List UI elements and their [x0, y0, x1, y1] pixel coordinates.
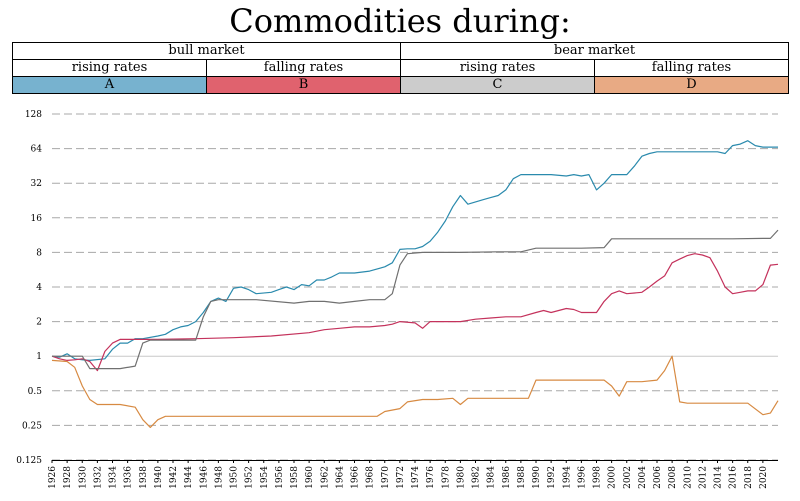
- legend-swatch-a: A: [12, 76, 207, 94]
- legend-bull-market: bull market: [12, 42, 401, 60]
- x-tick-label: 2004: [638, 466, 648, 489]
- x-tick-label: 2010: [683, 466, 693, 489]
- x-tick-label: 1942: [169, 466, 179, 489]
- x-tick-label: 2018: [744, 466, 754, 489]
- y-tick-label: 2: [36, 318, 42, 328]
- x-tick-label: 1964: [335, 466, 345, 489]
- x-tick-label: 1948: [214, 466, 224, 489]
- y-tick-label: 128: [25, 110, 42, 120]
- legend-table: bull market bear market rising rates fal…: [12, 42, 789, 94]
- x-tick-label: 2016: [729, 466, 739, 489]
- x-tick-label: 1934: [109, 466, 119, 489]
- x-tick-label: 1960: [305, 466, 315, 489]
- x-tick-label: 1968: [366, 466, 376, 489]
- y-tick-label: 16: [31, 214, 43, 224]
- legend-rates-a: rising rates: [12, 59, 207, 77]
- series-line-a: [51, 140, 778, 361]
- y-tick-label: 1: [36, 352, 42, 362]
- x-tick-label: 2020: [759, 466, 769, 489]
- x-tick-label: 1956: [275, 466, 285, 489]
- x-tick-label: 2008: [668, 466, 678, 489]
- x-tick-label: 1938: [139, 466, 149, 489]
- y-tick-label: 0.25: [22, 421, 42, 431]
- x-tick-label: 1986: [502, 466, 512, 489]
- x-tick-label: 2002: [623, 466, 633, 489]
- x-tick-label: 1992: [547, 466, 557, 489]
- x-tick-label: 1980: [456, 466, 466, 489]
- y-tick-label: 0.5: [28, 387, 43, 397]
- x-tick-label: 2006: [653, 466, 663, 489]
- y-tick-label: 8: [36, 248, 42, 258]
- x-tick-label: 1954: [260, 466, 270, 489]
- y-tick-label: 4: [36, 283, 42, 293]
- legend-rates-d: falling rates: [594, 59, 789, 77]
- legend-rates-c: rising rates: [400, 59, 595, 77]
- x-tick-label: 1978: [441, 466, 451, 489]
- series-line-d: [51, 355, 779, 428]
- x-tick-label: 1972: [396, 466, 406, 489]
- legend-row-letters: A B C D: [12, 76, 789, 94]
- x-tick-label: 1932: [93, 466, 103, 489]
- legend-rates-b: falling rates: [206, 59, 401, 77]
- x-tick-label: 1976: [426, 466, 436, 489]
- x-tick-label: 1974: [411, 466, 421, 489]
- x-tick-label: 1930: [78, 466, 88, 489]
- x-tick-label: 1950: [230, 466, 240, 489]
- x-tick-label: 1926: [48, 466, 58, 489]
- x-tick-label: 1996: [577, 466, 587, 489]
- x-tick-label: 2014: [714, 466, 724, 489]
- legend-row-market: bull market bear market: [12, 42, 789, 60]
- series-line-b: [51, 253, 779, 372]
- x-tick-label: 1952: [245, 466, 255, 489]
- legend-swatch-c: C: [400, 76, 595, 94]
- x-tick-label: 1940: [154, 466, 164, 489]
- chart-title: Commodities during:: [229, 2, 571, 40]
- x-tick-label: 1988: [517, 466, 527, 489]
- legend-swatch-d: D: [594, 76, 789, 94]
- series-line-c: [52, 229, 779, 370]
- x-tick-label: 1984: [487, 466, 497, 489]
- line-chart: 0.125 0.25 0.5 1 2 4 8 16 32 64 128 1926 1928 1930 193…: [16, 110, 779, 489]
- x-tick-label: 1962: [320, 466, 330, 489]
- y-tick-label: 0.125: [16, 456, 42, 466]
- x-tick-label: 1970: [381, 466, 391, 489]
- x-tick-label: 1936: [124, 466, 134, 489]
- x-tick-label: 1944: [184, 466, 194, 489]
- legend-bear-market: bear market: [400, 42, 789, 60]
- x-tick-label: 1994: [562, 466, 572, 489]
- x-tick-label: 1958: [290, 466, 300, 489]
- x-tick-label: 1946: [199, 466, 209, 489]
- x-tick-label: 1966: [351, 466, 361, 489]
- x-tick-label: 1990: [532, 466, 542, 489]
- legend-swatch-b: B: [206, 76, 401, 94]
- y-tick-label: 64: [31, 145, 43, 155]
- x-tick-label: 2012: [698, 466, 708, 489]
- x-tick-label: 1982: [472, 466, 482, 489]
- x-tick-label: 1928: [63, 466, 73, 489]
- legend-row-rates: rising rates falling rates rising rates …: [12, 59, 789, 77]
- x-tick-label: 2000: [608, 466, 618, 489]
- y-tick-label: 32: [31, 179, 42, 189]
- x-tick-label: 1998: [593, 466, 603, 489]
